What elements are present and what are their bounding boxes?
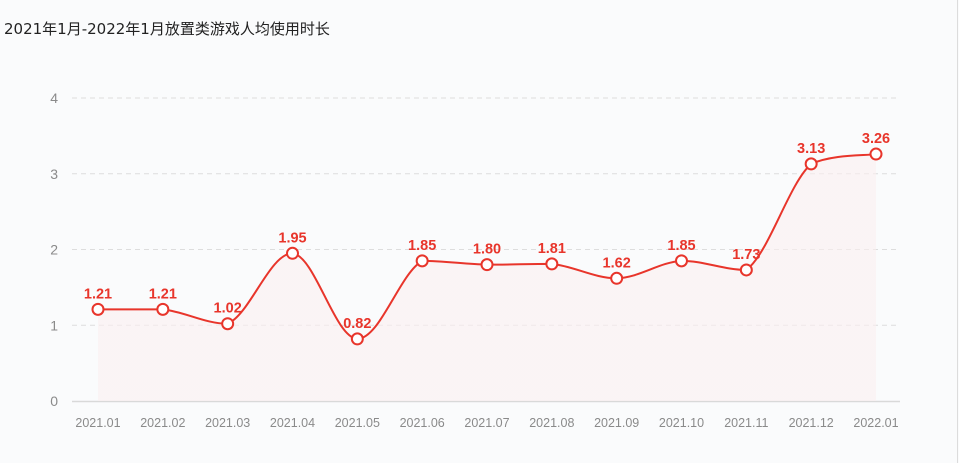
y-tick-label: 4 bbox=[50, 90, 58, 106]
data-value-label: 3.13 bbox=[797, 141, 825, 157]
data-point-marker bbox=[221, 317, 235, 331]
data-value-label: 1.21 bbox=[84, 286, 112, 302]
data-point-marker bbox=[675, 254, 688, 268]
data-value-label: 1.85 bbox=[667, 238, 695, 254]
data-point-marker bbox=[804, 157, 818, 171]
y-tick-label: 2 bbox=[50, 242, 58, 258]
x-tick-label: 2021.08 bbox=[529, 416, 574, 430]
data-value-label: 1.80 bbox=[473, 242, 501, 258]
data-value-label: 1.02 bbox=[214, 301, 242, 317]
data-point-marker bbox=[415, 254, 429, 268]
data-value-label: 3.26 bbox=[862, 131, 890, 147]
data-point-marker bbox=[610, 271, 624, 285]
x-tick-label: 2021.02 bbox=[140, 416, 185, 430]
x-tick-label: 2021.04 bbox=[270, 416, 315, 430]
x-tick-label: 2021.05 bbox=[335, 416, 380, 430]
data-point-marker bbox=[91, 302, 105, 316]
x-tick-label: 2021.10 bbox=[659, 416, 704, 430]
x-axis: 2021.01 2021.02 2021.03 2021.04 2021.05 2021.… bbox=[72, 400, 900, 430]
data-value-label: 1.21 bbox=[149, 286, 177, 302]
x-tick-label: 2021.07 bbox=[464, 416, 509, 430]
data-point-marker bbox=[739, 263, 753, 277]
x-tick-label: 2021.03 bbox=[205, 416, 250, 430]
chart-title: 2021年1月-2022年1月放置类游戏人均使用时长 bbox=[4, 20, 330, 38]
data-value-label: 1.73 bbox=[732, 247, 760, 263]
data-point-marker bbox=[286, 246, 299, 260]
y-tick-label: 1 bbox=[50, 317, 58, 333]
x-tick-label: 2021.12 bbox=[789, 416, 834, 430]
data-value-label: 0.82 bbox=[343, 316, 371, 332]
data-point-marker bbox=[480, 258, 494, 272]
x-tick-label: 2022.01 bbox=[853, 416, 898, 430]
data-value-label: 1.62 bbox=[603, 255, 631, 271]
x-tick-label: 2021.11 bbox=[724, 416, 768, 430]
x-tick-label: 2021.06 bbox=[400, 416, 445, 430]
panel-border bbox=[957, 0, 958, 463]
data-value-label: 1.95 bbox=[278, 230, 306, 246]
data-labels: 1.21 1.21 1.02 1.95 0.82 1.85 1.80 1.81 1.62 1.85… bbox=[84, 131, 890, 332]
data-value-label: 1.85 bbox=[408, 238, 436, 254]
area-fill bbox=[98, 154, 876, 401]
x-tick-label: 2021.01 bbox=[75, 416, 120, 430]
y-tick-label: 3 bbox=[50, 166, 58, 182]
data-point-marker bbox=[869, 147, 883, 161]
data-point-marker bbox=[156, 302, 170, 316]
y-axis: 0 1 2 3 4 bbox=[50, 90, 58, 409]
data-value-label: 1.81 bbox=[538, 241, 566, 257]
data-points bbox=[91, 147, 883, 346]
data-point-marker bbox=[545, 257, 559, 271]
y-tick-label: 0 bbox=[50, 393, 58, 409]
x-tick-label: 2021.09 bbox=[594, 416, 639, 430]
data-point-marker bbox=[350, 332, 364, 346]
